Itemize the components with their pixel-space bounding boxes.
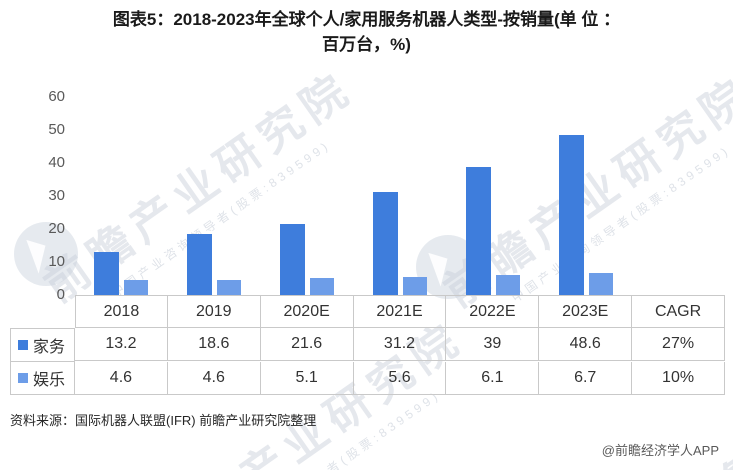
legend-swatch-household [18,340,28,351]
table-header-2021e: 2021E [353,295,447,329]
bar-chart-with-table: 0 10 20 30 40 50 60 2018 2019 2020E 2021E 2022… [10,88,725,396]
y-axis-tick-20: 20 [48,220,65,238]
legend-row-household: 家务 [10,328,75,363]
bar-娱乐-2022E [495,275,520,296]
table-cell: 4.6 [75,362,168,396]
table-header-2023e: 2023E [539,295,633,329]
bar-娱乐-2021E [402,276,427,296]
y-axis: 0 10 20 30 40 50 60 [10,88,75,303]
bar-家务-2019 [187,233,213,296]
bar-家务-2022E [465,166,491,296]
y-axis-tick-40: 40 [48,154,65,172]
y-axis-tick-10: 10 [48,253,65,271]
bar-group-2021e [354,97,447,296]
table-header-2018: 2018 [75,295,168,329]
y-axis-tick-50: 50 [48,121,65,139]
bar-家务-2020E [280,223,306,296]
y-axis-tick-60: 60 [48,88,65,106]
bar-娱乐-2018 [124,280,149,296]
table-cell: 39 [446,328,540,362]
table-cell: 5.1 [260,362,354,396]
bar-娱乐-2020E [310,278,335,296]
legend-label-household: 家务 [33,339,66,357]
bar-家务-2021E [372,192,398,296]
page-title-line1: 图表5：2018-2023年全球个人/家用服务机器人类型-按销量(单 位 ： [112,10,621,29]
source-note: 资料来源：国际机器人联盟(IFR) 前瞻产业研究院整理 [10,413,317,429]
legend-label-entertainment: 娱乐 [33,372,66,390]
y-axis-tick-30: 30 [48,187,65,205]
bar-娱乐-2023E [588,273,613,296]
legend-swatch-entertainment [18,373,28,384]
page-title: 图表5：2018-2023年全球个人/家用服务机器人类型-按销量(单 位 ： 百… [0,0,733,57]
table-header-2020e: 2020E [260,295,354,329]
table-header-cagr: CAGR [632,295,725,329]
bar-group-2023e [539,97,632,296]
bar-家务-2023E [558,134,584,296]
table-header-2022e: 2022E [446,295,540,329]
table-cell-cagr-entertainment: 10% [632,362,725,396]
table-header-2019: 2019 [167,295,261,329]
table-cell: 48.6 [539,328,633,362]
table-cell-cagr-household: 27% [632,328,725,362]
bar-家务-2018 [94,251,120,296]
table-cell: 6.7 [539,362,633,396]
table-cell: 21.6 [260,328,354,362]
bar-group-2019 [168,97,261,296]
table-cell: 4.6 [167,362,261,396]
page-title-line2: 百万台，%) [322,34,411,54]
table-cell: 31.2 [353,328,447,362]
legend-row-entertainment: 娱乐 [10,362,75,396]
table-cell: 6.1 [446,362,540,396]
bar-group-2018 [75,97,168,296]
plot-empty-cagr-space [632,97,725,295]
bar-group-2020e [261,97,354,296]
bar-娱乐-2019 [217,280,242,296]
credit-note: @前瞻经济学人APP [601,443,719,459]
y-axis-tick-0: 0 [56,286,65,304]
table-cell: 13.2 [75,328,168,362]
table-cell: 18.6 [167,328,261,362]
table-cell: 5.6 [353,362,447,396]
bar-group-2022e [446,97,539,296]
